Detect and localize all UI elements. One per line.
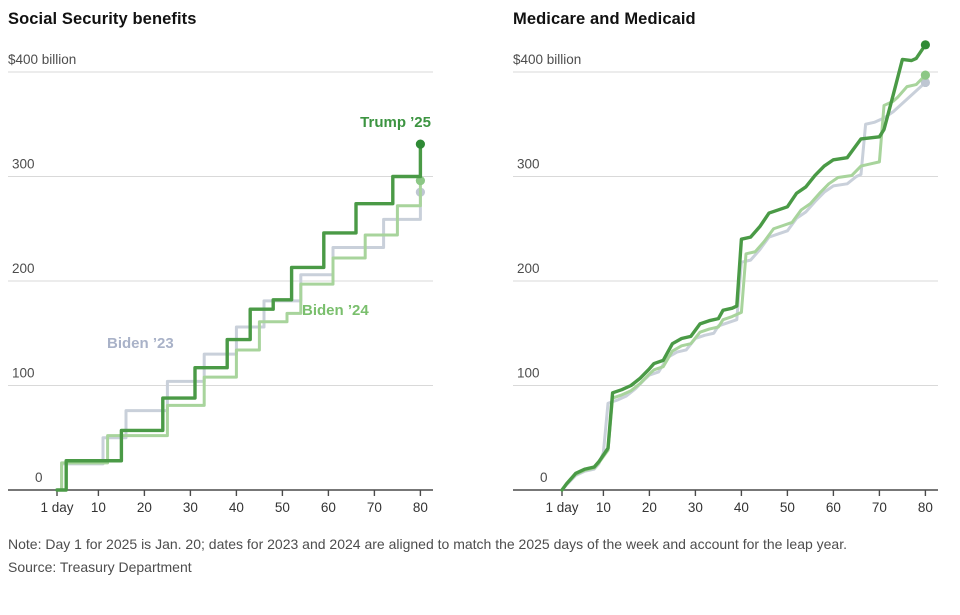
series-line-biden24	[560, 73, 927, 492]
y-axis-label-300: 300	[517, 157, 540, 172]
series-end-dot-biden23	[920, 77, 930, 88]
x-tick-label-40: 40	[229, 500, 244, 515]
series-line-trump	[560, 43, 928, 492]
x-tick-label-80: 80	[413, 500, 428, 515]
x-tick-label-1: 1 day	[545, 500, 578, 515]
y-axis-label-100: 100	[12, 366, 35, 381]
chart-area-social-security: $400 billion 300 200 100 0 1 day 10 20 30 40 50 60 7…	[8, 38, 433, 518]
series-line-biden23	[560, 80, 927, 492]
x-tick-label-50: 50	[275, 500, 290, 515]
x-tick-label-20: 20	[137, 500, 152, 515]
y-axis-label-0: 0	[540, 470, 548, 485]
chart-area-medicare-medicaid: $400 billion 300 200 100 0 1 day 10 20 30 40 50 60 7…	[513, 38, 938, 518]
chart-title-medicare-medicaid: Medicare and Medicaid	[513, 10, 696, 28]
x-tick-label-70: 70	[367, 500, 382, 515]
x-tick-label-1: 1 day	[40, 500, 73, 515]
medicare-medicaid-chart: $400 billion 300 200 100 0 1 day 10 20 30 40 50 60 7…	[513, 40, 938, 515]
chart-note: Note: Day 1 for 2025 is Jan. 20; dates f…	[8, 536, 848, 552]
charts-figure: Social Security benefits $400 billion 300…	[8, 8, 952, 518]
x-tick-label-20: 20	[642, 500, 657, 515]
social-security-chart: $400 billion 300 200 100 0 1 day 10 20 30 40 50 60 7…	[8, 52, 433, 515]
chart-title-social-security: Social Security benefits	[8, 10, 197, 28]
x-tick-label-50: 50	[780, 500, 795, 515]
y-axis-label-200: 200	[12, 261, 35, 276]
y-axis-label-0: 0	[35, 470, 43, 485]
y-axis-label-400: $400 billion	[8, 52, 76, 67]
x-tick-label-30: 30	[183, 500, 198, 515]
x-tick-label-30: 30	[688, 500, 703, 515]
series-end-dot-biden24	[920, 70, 930, 80]
series-line-biden24	[55, 179, 422, 492]
series-end-dot-biden24	[415, 176, 425, 186]
y-axis-label-100: 100	[517, 366, 540, 381]
y-axis-label-300: 300	[12, 157, 35, 172]
series-end-dot-trump	[415, 139, 425, 149]
series-end-dot-trump	[920, 40, 930, 50]
chart-panel-social-security: Social Security benefits $400 billion 300…	[8, 8, 433, 518]
x-tick-label-40: 40	[734, 500, 749, 515]
x-tick-label-10: 10	[91, 500, 106, 515]
x-tick-label-80: 80	[918, 500, 933, 515]
chart-source: Source: Treasury Department	[8, 559, 192, 575]
series-line-trump	[55, 142, 423, 492]
x-tick-label-60: 60	[826, 500, 841, 515]
chart-footer: Note: Day 1 for 2025 is Jan. 20; dates f…	[8, 534, 952, 578]
chart-panel-medicare-medicaid: Medicare and Medicaid $400 billion 300 200…	[513, 8, 938, 518]
x-tick-label-60: 60	[321, 500, 336, 515]
y-axis-label-200: 200	[517, 261, 540, 276]
y-axis-label-400: $400 billion	[513, 52, 581, 67]
x-tick-label-10: 10	[596, 500, 611, 515]
x-tick-label-70: 70	[872, 500, 887, 515]
